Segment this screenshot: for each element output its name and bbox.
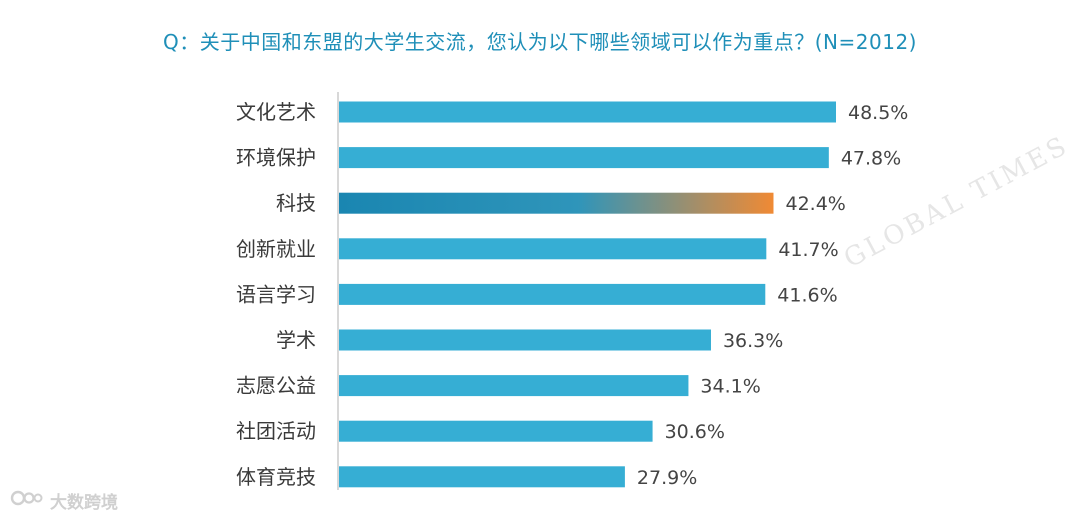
- category-label: 创新就业: [236, 237, 316, 261]
- bar: [339, 192, 774, 214]
- category-label: 文化艺术: [236, 100, 316, 124]
- brand-logo-icon: [10, 490, 44, 511]
- value-label: 47.8%: [841, 148, 901, 170]
- brand-text: 大数跨境: [50, 493, 118, 513]
- category-label: 科技: [276, 191, 316, 215]
- chart-title: Q：关于中国和东盟的大学生交流，您认为以下哪些领域可以作为重点？(N=2012): [163, 30, 917, 54]
- value-label: 30.6%: [665, 421, 725, 443]
- category-label: 环境保护: [236, 146, 316, 170]
- bar: [339, 238, 767, 260]
- bar: [339, 375, 689, 397]
- category-label: 志愿公益: [236, 374, 316, 398]
- bar: [339, 329, 711, 351]
- brand-mark: 大数跨境: [10, 488, 118, 513]
- bar: [339, 283, 766, 305]
- category-label: 语言学习: [236, 282, 316, 306]
- bar: [339, 147, 829, 169]
- bar: [339, 101, 836, 123]
- bar: [339, 420, 653, 442]
- bar: [339, 466, 625, 488]
- value-label: 27.9%: [637, 467, 697, 489]
- category-label: 体育竞技: [236, 465, 316, 489]
- value-label: 34.1%: [700, 376, 760, 398]
- category-label: 学术: [276, 328, 316, 352]
- value-label: 48.5%: [848, 102, 908, 124]
- category-label: 社团活动: [236, 419, 316, 443]
- value-label: 36.3%: [723, 330, 783, 352]
- value-label: 41.6%: [777, 284, 837, 306]
- value-label: 42.4%: [785, 193, 845, 215]
- value-label: 41.7%: [778, 239, 838, 261]
